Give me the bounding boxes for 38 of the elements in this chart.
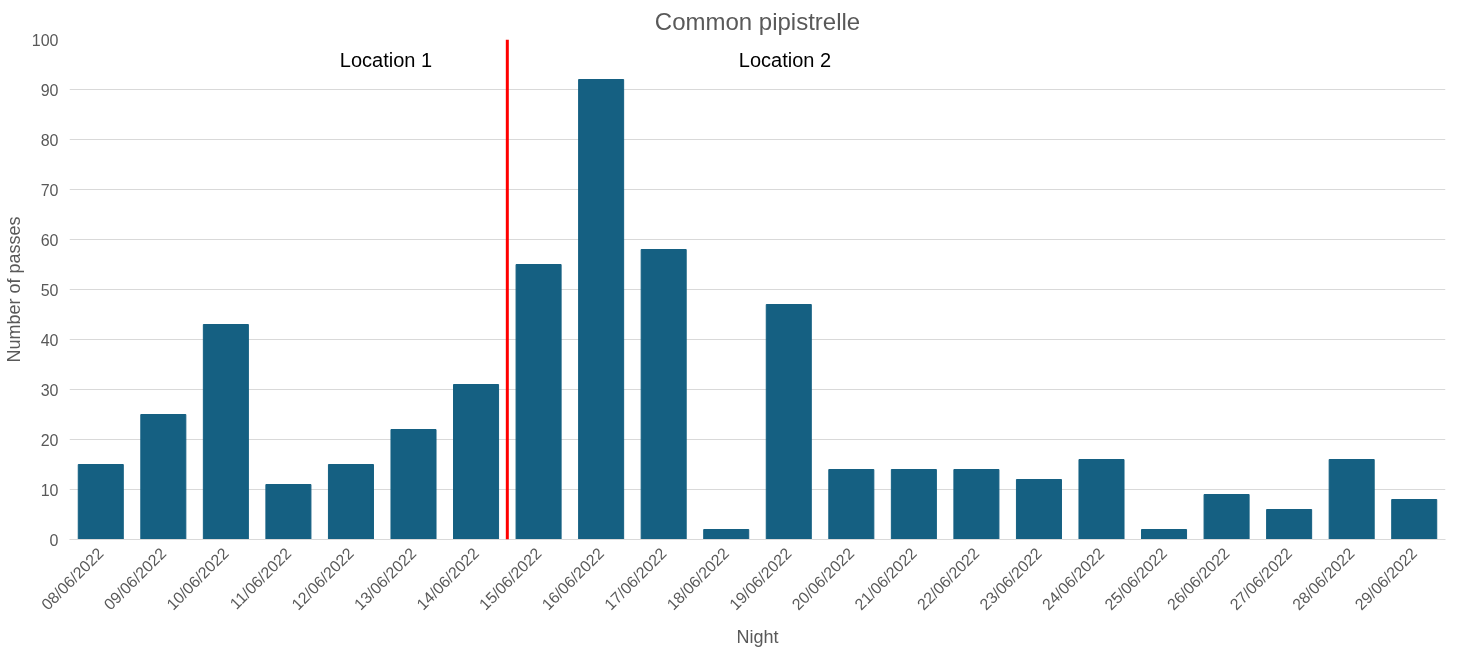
- bar: [1203, 494, 1250, 540]
- x-axis-title: Night: [736, 627, 779, 648]
- bar: [390, 429, 437, 540]
- bar: [77, 464, 124, 540]
- bar: [1078, 459, 1125, 540]
- y-tick-label: 60: [40, 231, 59, 249]
- y-tick-label: 30: [40, 381, 59, 399]
- bar: [765, 304, 812, 540]
- bar: [140, 414, 187, 540]
- y-tick-label: 20: [40, 431, 59, 449]
- bar: [265, 484, 312, 540]
- bar: [1141, 529, 1188, 540]
- annotation: Location 1: [339, 48, 433, 71]
- y-axis-title: Number of passes: [3, 216, 24, 363]
- bar: [890, 469, 937, 540]
- bar: [1015, 479, 1062, 540]
- bar: [578, 79, 625, 540]
- y-tick-label: 0: [49, 531, 59, 549]
- bar: [453, 384, 500, 540]
- y-tick-label: 50: [40, 281, 59, 299]
- y-tick-label: 10: [40, 481, 59, 499]
- bar: [640, 249, 687, 540]
- bar: [828, 469, 875, 540]
- bar: [953, 469, 1000, 540]
- bar: [327, 464, 374, 540]
- y-tick-label: 80: [40, 131, 59, 149]
- bar: [515, 264, 562, 540]
- y-tick-label: 70: [40, 181, 59, 199]
- chart-title: Common pipistrelle: [654, 7, 861, 35]
- bar: [1266, 509, 1313, 540]
- annotation: Location 2: [738, 48, 832, 71]
- bar: [1328, 459, 1375, 540]
- bar: [703, 529, 750, 540]
- y-tick-label: 40: [40, 331, 59, 349]
- y-tick-label: 90: [40, 81, 59, 99]
- y-tick-label: 100: [31, 31, 59, 49]
- bar: [202, 324, 249, 540]
- bar: [1391, 499, 1438, 540]
